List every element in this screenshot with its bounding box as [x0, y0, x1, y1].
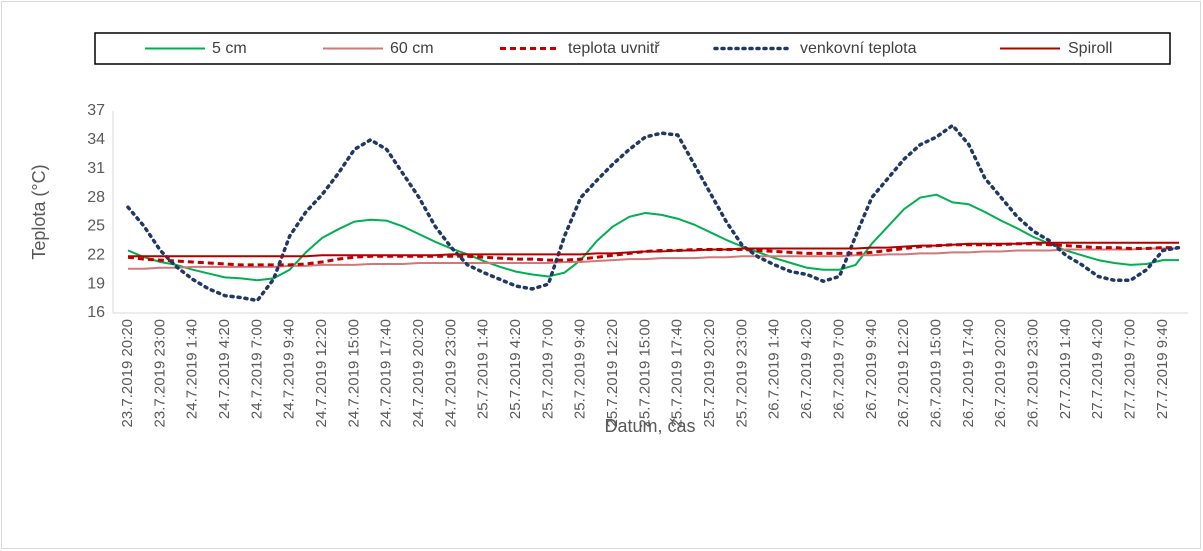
legend-box [94, 32, 1171, 65]
x-tick-label: 27.7.2019 9:40 [1154, 319, 1171, 419]
x-tick-label: 25.7.2019 15:00 [636, 319, 653, 427]
y-tick-label: 25 [87, 218, 105, 235]
x-tick-label: 24.7.2019 9:40 [281, 319, 298, 419]
x-tick-label: 23.7.2019 23:00 [151, 319, 168, 427]
legend-label: 60 cm [390, 40, 434, 57]
x-tick-label: 24.7.2019 4:20 [216, 319, 233, 419]
x-tick-label: 25.7.2019 9:40 [572, 319, 589, 419]
legend-label: Spiroll [1068, 40, 1112, 57]
x-tick-label: 26.7.2019 20:20 [992, 319, 1009, 427]
y-tick-label: 22 [87, 247, 105, 264]
x-tick-label: 27.7.2019 7:00 [1121, 319, 1138, 419]
y-axis-title: Teplota (°C) [29, 164, 49, 259]
x-tick-label: 26.7.2019 7:00 [830, 319, 847, 419]
x-tick-label: 25.7.2019 12:20 [604, 319, 621, 427]
x-tick-label: 24.7.2019 23:00 [442, 319, 459, 427]
x-tick-label: 25.7.2019 1:40 [475, 319, 492, 419]
x-tick-label: 27.7.2019 1:40 [1057, 319, 1074, 419]
y-tick-label: 19 [87, 275, 105, 292]
x-tick-label: 25.7.2019 20:20 [701, 319, 718, 427]
legend-label: venkovní teplota [800, 40, 917, 57]
legend-label: teplota uvnitř [568, 40, 660, 57]
x-tick-label: 26.7.2019 9:40 [863, 319, 880, 419]
x-tick-label: 26.7.2019 4:20 [798, 319, 815, 419]
x-tick-label: 24.7.2019 15:00 [345, 319, 362, 427]
x-tick-label: 25.7.2019 4:20 [507, 319, 524, 419]
x-tick-label: 26.7.2019 23:00 [1024, 319, 1041, 427]
x-tick-label: 26.7.2019 1:40 [766, 319, 783, 419]
y-tick-label: 31 [87, 160, 105, 177]
x-tick-label: 27.7.2019 4:20 [1089, 319, 1106, 419]
x-tick-label: 24.7.2019 17:40 [378, 319, 395, 427]
x-tick-label: 24.7.2019 20:20 [410, 319, 427, 427]
x-tick-label: 26.7.2019 15:00 [927, 319, 944, 427]
y-tick-label: 28 [87, 189, 105, 206]
x-tick-label: 24.7.2019 1:40 [184, 319, 201, 419]
series-line [127, 242, 1179, 267]
x-tick-label: 25.7.2019 7:00 [539, 319, 556, 419]
y-tick-label: 16 [87, 304, 105, 321]
x-tick-label: 25.7.2019 17:40 [669, 319, 686, 427]
series-line [128, 247, 1179, 270]
series-line [128, 241, 1179, 258]
y-tick-label: 37 [87, 102, 105, 119]
x-tick-label: 26.7.2019 17:40 [960, 319, 977, 427]
x-tick-label: 24.7.2019 7:00 [248, 319, 265, 419]
x-tick-label: 25.7.2019 23:00 [733, 319, 750, 427]
x-tick-label: 24.7.2019 12:20 [313, 319, 330, 427]
legend-label: 5 cm [212, 40, 247, 57]
x-tick-label: 23.7.2019 20:20 [119, 319, 136, 427]
x-axis-title: Datum, čas [604, 416, 695, 436]
x-tick-label: 26.7.2019 12:20 [895, 319, 912, 427]
y-tick-label: 34 [87, 131, 105, 148]
